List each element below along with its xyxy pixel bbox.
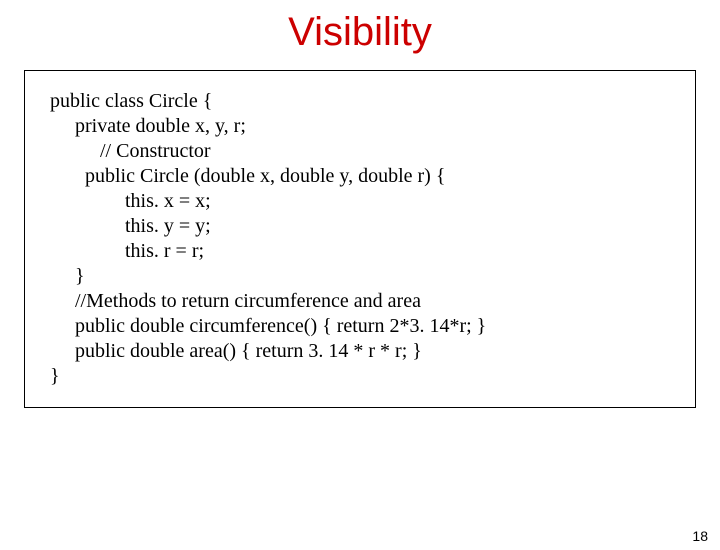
code-line: //Methods to return circumference and ar…	[35, 289, 685, 314]
code-line: }	[35, 364, 685, 389]
code-line: this. r = r;	[35, 239, 685, 264]
code-line: public Circle (double x, double y, doubl…	[35, 164, 685, 189]
page-number: 18	[692, 528, 708, 544]
code-line: public double area() { return 3. 14 * r …	[35, 339, 685, 364]
code-container: public class Circle { private double x, …	[24, 70, 696, 408]
code-line: }	[35, 264, 685, 289]
code-line: public class Circle {	[35, 89, 685, 114]
code-line: public double circumference() { return 2…	[35, 314, 685, 339]
slide-title: Visibility	[0, 10, 720, 55]
code-line: this. x = x;	[35, 189, 685, 214]
code-line: this. y = y;	[35, 214, 685, 239]
code-line: // Constructor	[35, 139, 685, 164]
code-line: private double x, y, r;	[35, 114, 685, 139]
